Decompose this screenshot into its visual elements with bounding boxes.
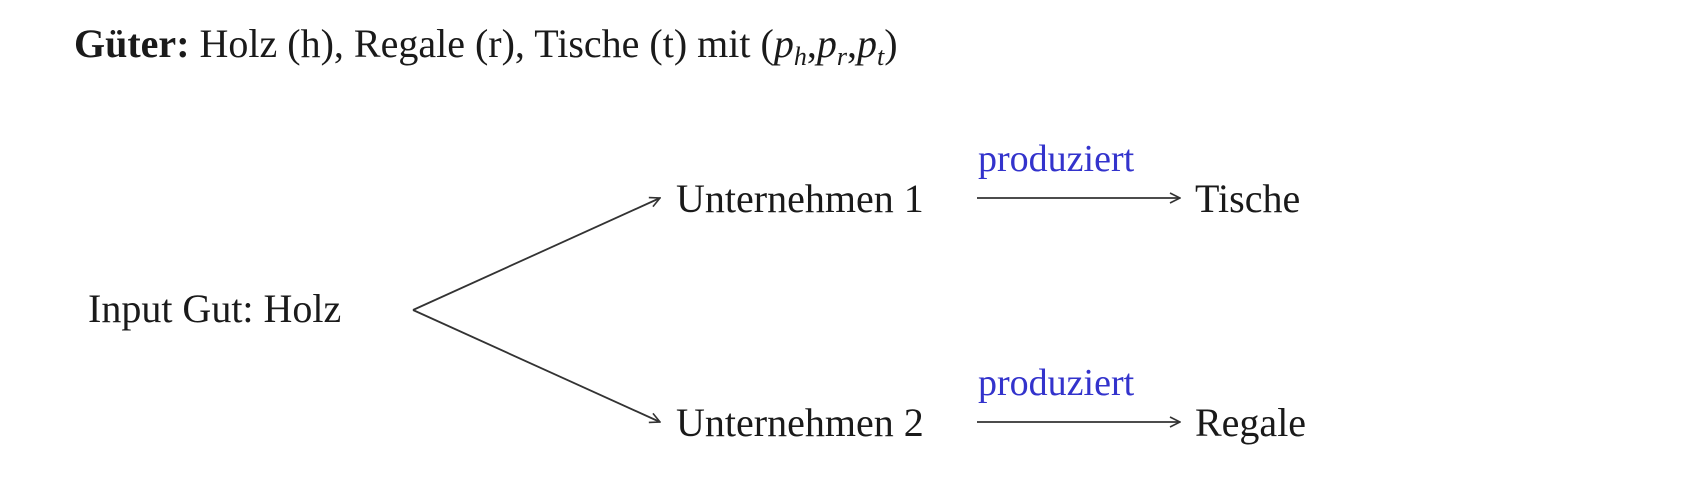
firm-2-node: Unternehmen 2 <box>676 400 924 445</box>
goods-heading: Güter: Holz (h), Regale (r), Tische (t) … <box>74 16 898 72</box>
edge-label-1: produziert <box>978 138 1135 180</box>
edge-label-2: produziert <box>978 362 1135 404</box>
goods-heading-text: Holz (h), Regale (r), Tische (t) mit <box>199 21 751 66</box>
edge-input-to-firm-2 <box>412 309 660 422</box>
output-2-node: Regale <box>1195 400 1307 445</box>
input-node: Input Gut: Holz <box>88 286 342 331</box>
price-vector: (ph,pr,pt) <box>760 21 898 71</box>
edge-input-to-firm-1 <box>412 198 660 311</box>
output-1-node: Tische <box>1195 176 1301 221</box>
firm-1-node: Unternehmen 1 <box>676 176 924 221</box>
goods-heading-label: Güter: <box>74 21 190 66</box>
